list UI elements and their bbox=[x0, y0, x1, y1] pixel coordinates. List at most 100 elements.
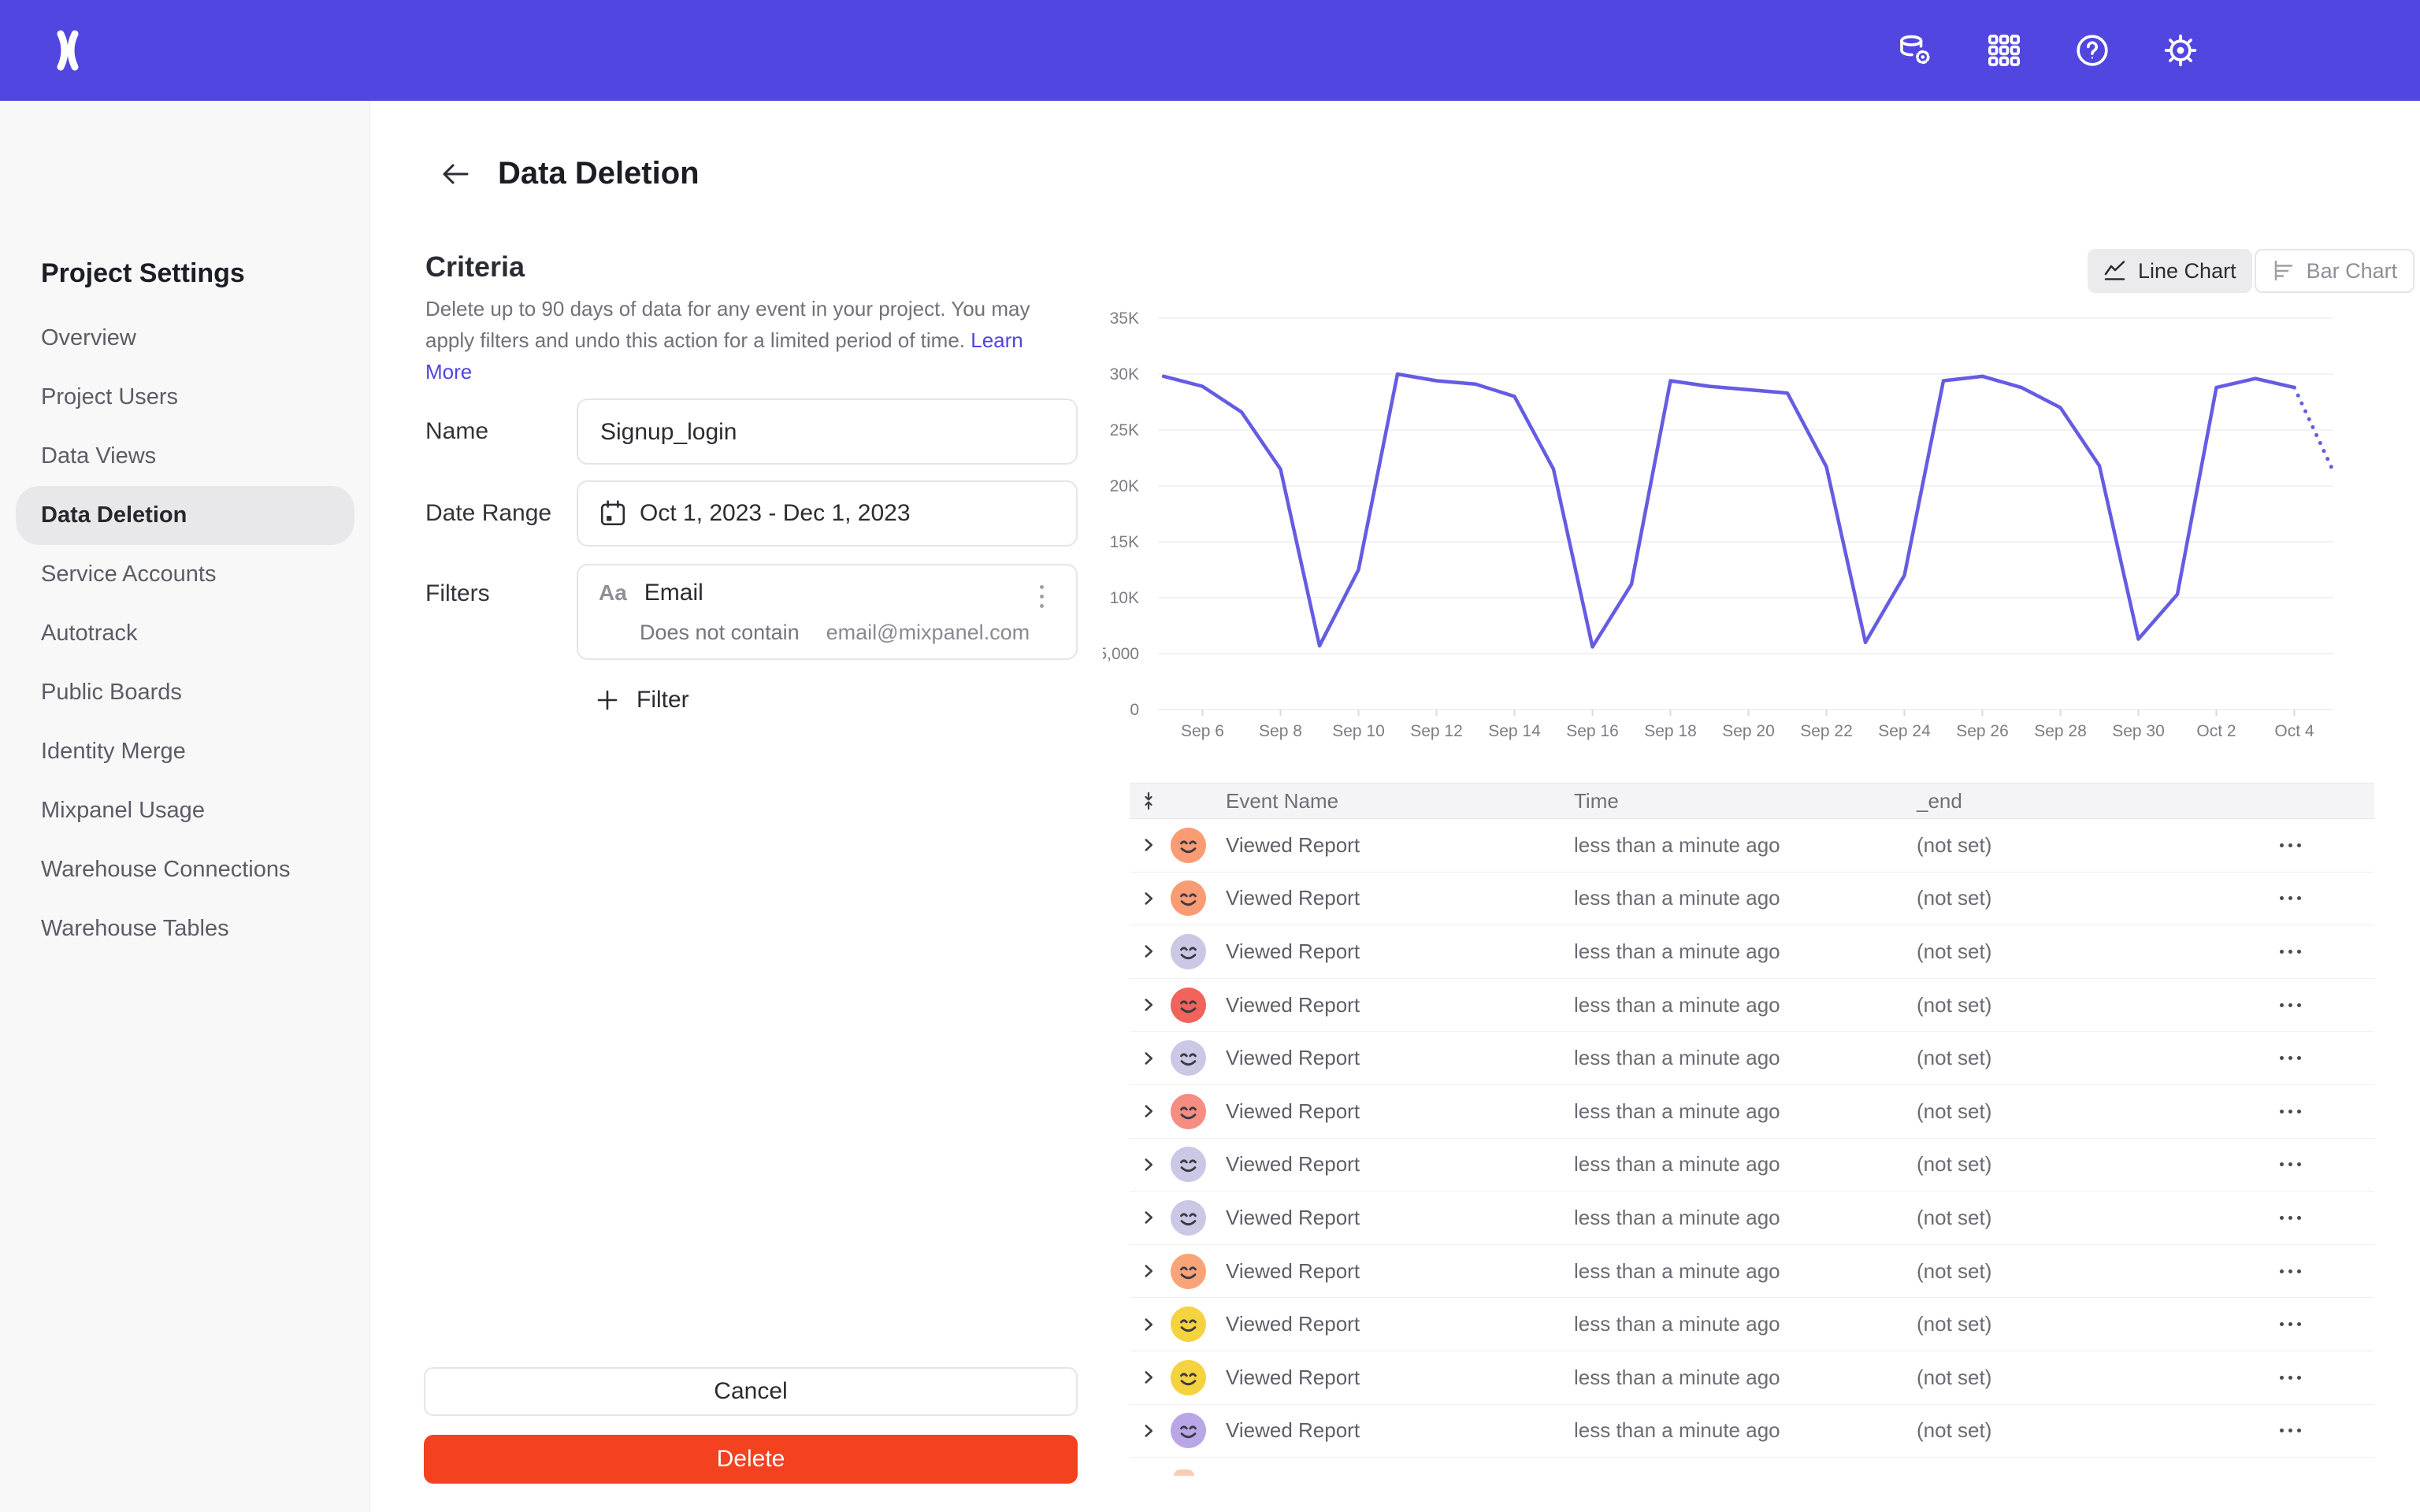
sidebar-item-label: Project Users bbox=[41, 384, 179, 410]
add-filter-button[interactable]: Filter bbox=[596, 687, 689, 713]
chevron-right-icon[interactable] bbox=[1138, 994, 1160, 1016]
header-event-name[interactable]: Event Name bbox=[1226, 788, 1339, 813]
table-row[interactable]: Viewed Report less than a minute ago (not … bbox=[1130, 819, 2374, 873]
sidebar-item-overview[interactable]: Overview bbox=[0, 309, 370, 368]
line-chart-label: Line Chart bbox=[2138, 258, 2236, 283]
cell-end: (not set) bbox=[1917, 1099, 1992, 1123]
line-chart-icon bbox=[2104, 261, 2125, 280]
chevron-right-icon[interactable] bbox=[1138, 888, 1160, 910]
svg-text:Sep 26: Sep 26 bbox=[1956, 722, 2009, 740]
learn-more-link[interactable]: Learn More bbox=[425, 328, 1023, 384]
settings-gear-icon[interactable] bbox=[2162, 32, 2199, 69]
header-end[interactable]: _end bbox=[1917, 788, 1962, 813]
sidebar-item-service-accounts[interactable]: Service Accounts bbox=[0, 545, 370, 604]
chevron-right-icon[interactable] bbox=[1138, 1206, 1160, 1228]
mixpanel-logo[interactable] bbox=[50, 30, 85, 71]
table-row[interactable]: Viewed Report less than a minute ago (not … bbox=[1130, 1351, 2374, 1405]
avatar bbox=[1171, 1413, 1206, 1449]
sidebar-item-warehouse-connections[interactable]: Warehouse Connections bbox=[0, 840, 370, 899]
more-options-icon[interactable] bbox=[2251, 896, 2374, 901]
sidebar-item-label: Public Boards bbox=[41, 680, 182, 705]
svg-text:30K: 30K bbox=[1110, 365, 1139, 384]
table-row[interactable]: Viewed Report less than a minute ago (not … bbox=[1130, 872, 2374, 926]
cancel-button[interactable]: Cancel bbox=[424, 1367, 1078, 1416]
more-options-icon[interactable] bbox=[2251, 1215, 2374, 1220]
sort-rows-icon[interactable] bbox=[1138, 791, 1159, 811]
sidebar-item-project-users[interactable]: Project Users bbox=[0, 368, 370, 427]
svg-text:5,000: 5,000 bbox=[1103, 645, 1139, 663]
apps-grid-icon[interactable] bbox=[1986, 32, 2022, 69]
criteria-description: Delete up to 90 days of data for any eve… bbox=[425, 293, 1056, 387]
chevron-right-icon[interactable] bbox=[1138, 940, 1160, 962]
table-row[interactable]: Viewed Report less than a minute ago (not … bbox=[1130, 1191, 2374, 1245]
cell-end: (not set) bbox=[1917, 886, 1992, 910]
svg-text:Oct 2: Oct 2 bbox=[2196, 722, 2236, 740]
table-row[interactable]: Viewed Report less than a minute ago (not … bbox=[1130, 1032, 2374, 1085]
sidebar-item-label: Mixpanel Usage bbox=[41, 798, 205, 823]
sidebar-item-mixpanel-usage[interactable]: Mixpanel Usage bbox=[0, 781, 370, 840]
more-options-icon[interactable] bbox=[2251, 1162, 2374, 1167]
chevron-right-icon[interactable] bbox=[1138, 1154, 1160, 1176]
header-time[interactable]: Time bbox=[1574, 788, 1619, 813]
chevron-right-icon[interactable] bbox=[1138, 1260, 1160, 1282]
more-options-icon[interactable] bbox=[2251, 1375, 2374, 1380]
more-options-icon[interactable] bbox=[2251, 1429, 2374, 1433]
cell-end: (not set) bbox=[1917, 1152, 1992, 1177]
filter-operator[interactable]: Does not contain bbox=[640, 621, 800, 644]
sidebar-item-autotrack[interactable]: Autotrack bbox=[0, 604, 370, 663]
calendar-icon bbox=[600, 500, 625, 526]
sidebar-item-data-views[interactable]: Data Views bbox=[0, 427, 370, 486]
sidebar-title: Project Settings bbox=[41, 258, 245, 288]
more-options-icon[interactable] bbox=[2251, 1269, 2374, 1273]
more-options-icon[interactable] bbox=[2251, 843, 2374, 847]
chevron-right-icon[interactable] bbox=[1138, 1100, 1160, 1122]
filter-card[interactable]: Aa Email Does not contain email@mixpanel… bbox=[577, 564, 1078, 660]
date-range-picker[interactable]: Oct 1, 2023 - Dec 1, 2023 bbox=[577, 480, 1078, 547]
svg-text:Sep 6: Sep 6 bbox=[1181, 722, 1224, 740]
chevron-right-icon[interactable] bbox=[1138, 1314, 1160, 1336]
more-options-icon[interactable] bbox=[2251, 1109, 2374, 1114]
sidebar-item-public-boards[interactable]: Public Boards bbox=[0, 663, 370, 722]
kebab-menu-icon[interactable] bbox=[1034, 578, 1049, 614]
back-arrow-icon[interactable] bbox=[438, 157, 473, 191]
cell-time: less than a minute ago bbox=[1574, 832, 1780, 857]
cell-event-name: Viewed Report bbox=[1226, 1418, 1360, 1443]
filter-property-row: Aa Email bbox=[599, 580, 703, 606]
sidebar-item-label: Autotrack bbox=[41, 621, 138, 646]
table-row[interactable]: Viewed Report less than a minute ago (not … bbox=[1130, 1244, 2374, 1299]
sidebar-item-label: Warehouse Tables bbox=[41, 916, 229, 941]
bar-chart-tab[interactable]: Bar Chart bbox=[2254, 249, 2415, 293]
chevron-right-icon[interactable] bbox=[1138, 1047, 1160, 1069]
data-settings-icon[interactable] bbox=[1898, 32, 1934, 69]
table-row[interactable]: Viewed Report less than a minute ago (not … bbox=[1130, 925, 2374, 979]
avatar bbox=[1171, 1359, 1206, 1395]
table-row[interactable]: Viewed Report less than a minute ago (not … bbox=[1130, 1298, 2374, 1351]
delete-button[interactable]: Delete bbox=[424, 1435, 1078, 1484]
line-chart-tab[interactable]: Line Chart bbox=[2088, 249, 2252, 293]
svg-text:Sep 30: Sep 30 bbox=[2112, 722, 2165, 740]
cell-event-name: Viewed Report bbox=[1226, 832, 1360, 857]
svg-text:Sep 16: Sep 16 bbox=[1566, 722, 1619, 740]
more-options-icon[interactable] bbox=[2251, 1002, 2374, 1007]
table-row[interactable]: Viewed Report less than a minute ago (not … bbox=[1130, 1138, 2374, 1192]
name-input[interactable] bbox=[599, 400, 1043, 465]
more-options-icon[interactable] bbox=[2251, 1322, 2374, 1327]
help-icon[interactable] bbox=[2074, 32, 2110, 69]
cell-end: (not set) bbox=[1917, 992, 1992, 1017]
svg-text:Sep 12: Sep 12 bbox=[1410, 722, 1463, 740]
sidebar-item-data-deletion[interactable]: Data Deletion bbox=[16, 486, 354, 545]
avatar bbox=[1171, 987, 1206, 1023]
more-options-icon[interactable] bbox=[2251, 949, 2374, 954]
sidebar-item-identity-merge[interactable]: Identity Merge bbox=[0, 722, 370, 781]
table-row[interactable]: Viewed Report less than a minute ago (not … bbox=[1130, 1404, 2374, 1458]
chevron-right-icon[interactable] bbox=[1138, 1366, 1160, 1388]
chevron-right-icon[interactable] bbox=[1138, 1420, 1160, 1442]
svg-text:Oct 4: Oct 4 bbox=[2274, 722, 2314, 740]
sidebar-item-warehouse-tables[interactable]: Warehouse Tables bbox=[0, 899, 370, 958]
chevron-right-icon[interactable] bbox=[1138, 834, 1160, 856]
more-options-icon[interactable] bbox=[2251, 1056, 2374, 1061]
table-row[interactable]: Viewed Report less than a minute ago (not … bbox=[1130, 978, 2374, 1032]
table-row[interactable]: Viewed Report less than a minute ago (not … bbox=[1130, 1084, 2374, 1139]
filter-value[interactable]: email@mixpanel.com bbox=[826, 621, 1030, 644]
avatar-face bbox=[1180, 1159, 1197, 1173]
